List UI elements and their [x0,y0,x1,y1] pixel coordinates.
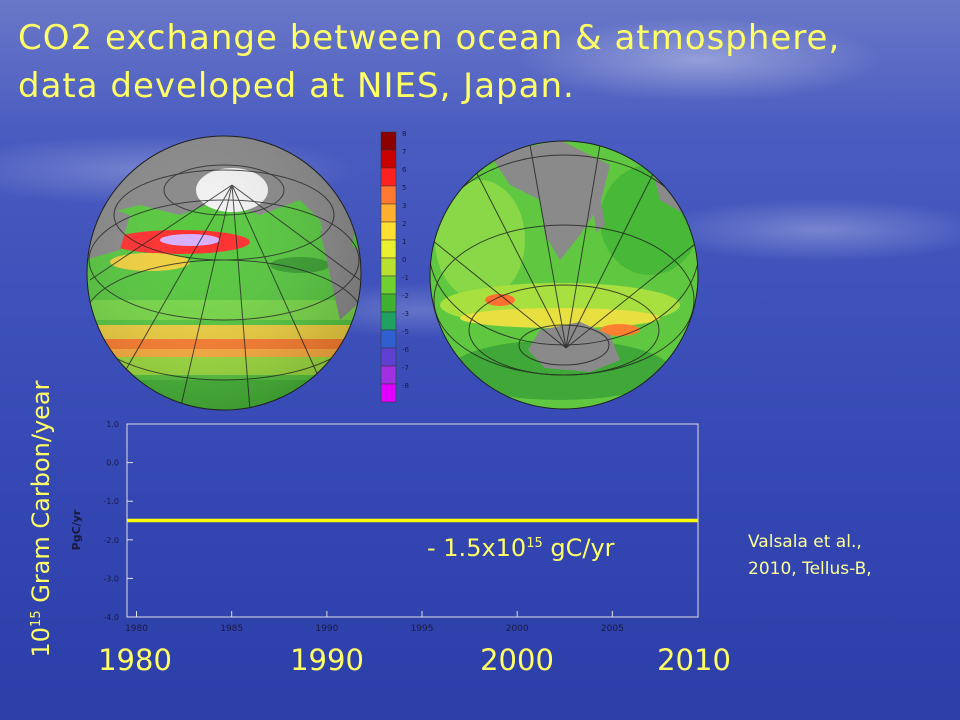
colorbar-tick-label: 2 [402,220,406,228]
outer-ylabel-suffix: Gram Carbon/year [27,380,55,611]
x-tick-label: 1985 [220,624,243,634]
annotation-exponent: 15 [526,536,543,551]
colorbar-swatch [380,149,397,169]
y-tick-label: 0.0 [106,459,119,468]
citation: Valsala et al., 2010, Tellus-B, [748,529,872,583]
colorbar-tick-label: -2 [402,292,409,300]
colorbar-swatch [380,347,397,367]
colorbar-tick-label: 7 [402,148,406,156]
colorbar-swatch [380,185,397,205]
colorbar-tick-label: 6 [402,166,407,174]
y-tick-label: -4.0 [103,613,119,622]
colorbar-swatch [380,311,397,331]
x-tick-label: 1990 [315,624,338,634]
colorbar-swatch [380,257,397,277]
colorbar-tick-label: 8 [402,130,406,138]
y-tick-label: -3.0 [103,574,119,583]
colorbar: 8 7 6 5 3 2 1 0 -1 -2 -3 -5 -6 -7 -8 [380,130,410,403]
annotation-suffix: gC/yr [542,534,615,562]
outer-y-axis-label: 1015 Gram Carbon/year [27,369,61,669]
citation-line-1: Valsala et al., [748,532,862,552]
y-tick-label: 1.0 [106,420,119,429]
colorbar-tick-label: -7 [402,364,409,372]
colorbar-tick-label: -3 [402,310,409,318]
y-tick-label: -2.0 [103,536,119,545]
colorbar-swatch [380,131,397,151]
colorbar-tick-label: -5 [402,328,409,336]
colorbar-swatch [380,239,397,259]
outer-ylabel-prefix: 10 [27,626,55,658]
globe-north-pacific [86,135,362,411]
big-year-label: 1980 [98,643,172,677]
x-tick-label: 2005 [601,624,624,634]
colorbar-swatch [380,203,397,223]
y-axis: 1.0 0.0 -1.0 -2.0 -3.0 -4.0 [103,420,133,622]
big-year-label: 2010 [657,643,731,677]
x-tick-label: 1995 [411,624,434,634]
colorbar-tick-label: 5 [402,184,406,192]
colorbar-swatch [380,221,397,241]
colorbar-swatch [380,167,397,187]
flux-annotation: - 1.5x1015 gC/yr [427,534,615,562]
colorbar-swatch [380,383,397,403]
annotation-prefix: - 1.5x10 [427,534,527,562]
citation-line-2: 2010, Tellus-B, [748,559,872,579]
outer-ylabel-exponent: 15 [29,610,44,627]
globe-southern-ocean [429,140,699,410]
colorbar-tick-label: 1 [402,238,406,246]
flux-chart: 1980 1985 1990 1995 2000 2005 1.0 0.0 -1.0 -2.0 -… [70,420,699,634]
chart-ylabel: PgC/yr [70,509,83,550]
colorbar-swatch [380,365,397,385]
big-year-label: 1990 [290,643,364,677]
colorbar-swatch [380,293,397,313]
colorbar-tick-label: 3 [402,202,406,210]
big-year-label: 2000 [480,643,554,677]
x-axis: 1980 1985 1990 1995 2000 2005 [125,611,624,634]
colorbar-swatch [380,275,397,295]
colorbar-tick-label: -1 [402,274,409,282]
title-line-2: data developed at NIES, Japan. [18,66,575,106]
x-tick-label: 1980 [125,624,148,634]
y-tick-label: -1.0 [103,497,119,506]
slide-title: CO2 exchange between ocean & atmosphere,… [18,14,918,110]
colorbar-tick-label: -8 [402,382,409,390]
colorbar-tick-label: -6 [402,346,410,354]
colorbar-swatch [380,329,397,349]
title-line-1: CO2 exchange between ocean & atmosphere, [18,18,841,58]
x-tick-label: 2000 [506,624,529,634]
colorbar-tick-label: 0 [402,256,406,264]
